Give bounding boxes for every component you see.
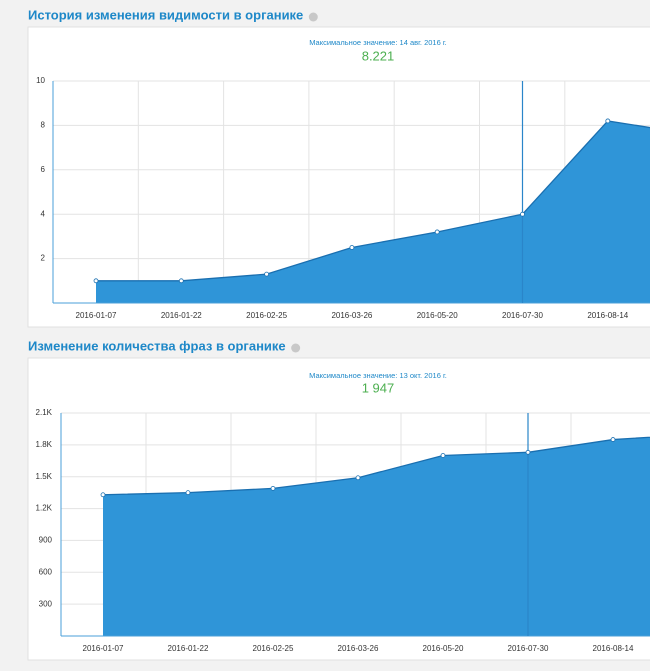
help-icon	[308, 12, 318, 22]
point	[525, 449, 531, 455]
chart-subtitle: Максимальное значение: 13 окт. 2016 г.	[309, 371, 447, 380]
point	[178, 278, 184, 284]
x-tick-label: 2016-02-25	[246, 311, 287, 320]
x-tick-label: 2016-02-25	[253, 644, 294, 653]
y-tick-label: 900	[39, 536, 53, 545]
chart-subtitle: Максимальное значение: 14 авг. 2016 г.	[309, 38, 447, 47]
x-tick-label: 2016-08-14	[593, 644, 634, 653]
point	[100, 492, 106, 498]
y-tick-label: 6	[41, 165, 46, 174]
x-tick-label: 2016-07-30	[502, 311, 543, 320]
point	[434, 229, 440, 235]
max-value: 1 947	[362, 380, 395, 395]
y-tick-label: 2.1K	[36, 408, 53, 417]
area	[103, 437, 650, 636]
y-tick-label: 2	[41, 254, 46, 263]
y-tick-label: 4	[41, 209, 46, 218]
point	[264, 271, 270, 277]
point	[440, 453, 446, 458]
max-value: 8.221	[362, 48, 395, 63]
y-tick-label: 600	[39, 567, 53, 576]
y-tick-label: 300	[39, 599, 53, 608]
y-tick-label: 10	[36, 76, 45, 85]
x-tick-label: 2016-01-07	[83, 644, 124, 653]
x-tick-label: 2016-01-07	[76, 311, 117, 320]
area	[96, 120, 650, 303]
x-tick-label: 2016-03-26	[331, 311, 372, 320]
point	[270, 485, 276, 491]
x-tick-label: 2016-05-20	[423, 644, 464, 653]
x-tick-label: 2016-07-30	[508, 644, 549, 653]
point	[610, 437, 616, 442]
line	[96, 120, 650, 282]
x-tick-label: 2016-03-26	[338, 644, 379, 653]
point	[185, 490, 191, 496]
y-tick-label: 8	[41, 121, 46, 130]
x-tick-label: 2016-01-22	[168, 644, 209, 653]
point	[520, 211, 525, 217]
section-title: Изменение количества фраз в органике	[28, 338, 286, 353]
x-tick-label: 2016-08-14	[587, 311, 628, 320]
x-tick-label: 2016-01-22	[161, 311, 202, 320]
point	[605, 118, 611, 124]
point	[93, 278, 99, 284]
line	[102, 436, 650, 496]
y-tick-label: 1.5K	[36, 472, 53, 481]
section-title: История изменения видимости в органике	[28, 7, 303, 22]
x-tick-label: 2016-05-20	[417, 311, 458, 320]
point	[355, 475, 361, 481]
y-tick-label: 1.8K	[36, 440, 53, 449]
point	[349, 245, 355, 250]
y-tick-label: 1.2K	[36, 504, 53, 513]
help-icon	[291, 343, 301, 353]
